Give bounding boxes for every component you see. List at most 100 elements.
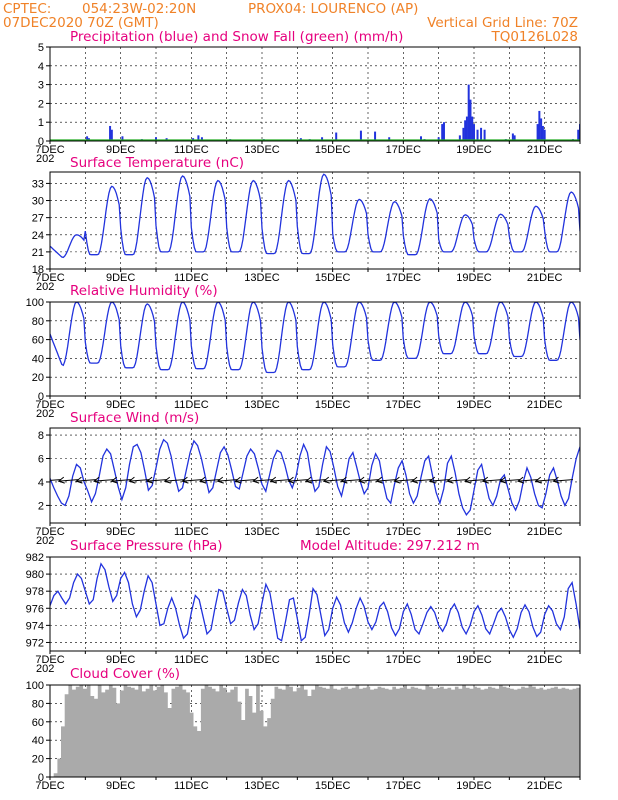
- panel-frame: [49, 171, 581, 270]
- wind-arrow-head: [322, 476, 330, 484]
- y-tick-label: 974: [26, 620, 44, 632]
- wind-arrow-head: [93, 476, 101, 484]
- panel-frame: [49, 556, 581, 652]
- precip-bar: [110, 129, 113, 141]
- wind-arrow-head: [128, 476, 136, 484]
- x-tick-label: 13DEC: [244, 780, 280, 792]
- wind-arrow-head: [252, 476, 260, 484]
- wind-arrow: [288, 479, 308, 482]
- wind-arrow-head: [340, 476, 348, 484]
- y-tick-label: 980: [26, 569, 44, 581]
- wind-arrow-head: [75, 476, 83, 484]
- y-tick-label: 5: [38, 42, 44, 54]
- header-run-date: 07DEC2020 70Z (GMT): [3, 15, 159, 31]
- y-tick-label: 4: [38, 61, 44, 73]
- wind-arrow: [482, 479, 503, 482]
- y-tick-label: 21: [32, 247, 44, 259]
- y-tick-label: 100: [26, 680, 44, 692]
- precip-bar: [536, 124, 539, 141]
- panel-title: Surface Pressure (hPa): [70, 538, 223, 554]
- x-tick-label: 17DEC: [386, 272, 422, 284]
- x-tick-label: 17DEC: [386, 654, 422, 666]
- x-tick-label: 7DEC: [35, 526, 64, 538]
- panel-title: Surface Wind (m/s): [70, 410, 199, 426]
- precip-bar: [121, 136, 124, 141]
- precip-bar: [511, 133, 514, 141]
- x-tick-label: 13DEC: [244, 526, 280, 538]
- panel-frame: [49, 427, 581, 524]
- y-tick-label: 60: [32, 335, 44, 347]
- wind-arrow-head: [269, 476, 277, 484]
- precip-bar: [513, 135, 516, 141]
- panel-4: Surface Wind (m/s) 2 4 6 8 7DEC 9DEC 11DEC 13DEC…: [35, 410, 581, 547]
- y-tick-label: 80: [32, 316, 44, 328]
- wind-arrow: [253, 479, 273, 482]
- wind-arrow-head: [234, 476, 242, 484]
- x-tick-label: 7DEC: [35, 780, 64, 792]
- x-tick-label: 7DEC: [35, 272, 64, 284]
- series-group: [50, 685, 580, 777]
- x-tick-label: 9DEC: [106, 526, 135, 538]
- y-tick-label: 0: [38, 391, 44, 403]
- wind-arrow: [200, 479, 220, 482]
- x-tick-label: 13DEC: [244, 144, 280, 156]
- wind-arrow: [50, 479, 61, 481]
- cutoff-year-fragment: 202: [36, 408, 54, 420]
- cutoff-year-fragment: 202: [36, 281, 54, 293]
- precip-bar: [467, 84, 470, 141]
- x-tick-label: 21DEC: [527, 780, 563, 792]
- precip-bar: [374, 131, 377, 141]
- wind-arrow-head: [163, 476, 171, 484]
- y-tick-label: 972: [26, 637, 44, 649]
- panel-frame: [49, 46, 581, 142]
- precip-bar: [321, 137, 324, 141]
- x-tick-label: 19DEC: [456, 144, 492, 156]
- y-tick-label: 30: [32, 196, 44, 208]
- wind-arrow-head: [411, 476, 419, 484]
- wind-arrow-head: [181, 476, 189, 484]
- precip-bar: [109, 125, 112, 141]
- x-tick-label: 19DEC: [456, 399, 492, 411]
- panel-title: Surface Temperature (nC): [70, 155, 244, 171]
- y-tick-label: 0: [38, 136, 44, 148]
- precip-bar: [462, 127, 465, 141]
- wind-speed-line: [50, 438, 580, 516]
- precip-bar: [464, 120, 467, 141]
- x-tick-label: 13DEC: [244, 654, 280, 666]
- x-tick-label: 7DEC: [35, 654, 64, 666]
- x-tick-label: 11DEC: [174, 399, 209, 411]
- x-tick-label: 11DEC: [174, 526, 209, 538]
- wind-arrow: [553, 479, 573, 482]
- panel-title: Cloud Cover (%): [70, 666, 180, 682]
- humidity-line: [50, 302, 580, 374]
- x-tick-label: 17DEC: [386, 780, 422, 792]
- precip-bar: [437, 137, 440, 141]
- panel-title: Relative Humidity (%): [70, 283, 218, 299]
- y-tick-label: 18: [32, 264, 44, 276]
- y-tick-label: 2: [38, 98, 44, 110]
- wind-arrow: [429, 479, 450, 482]
- series-group: [50, 84, 580, 141]
- precip-bar: [577, 129, 580, 141]
- x-tick-label: 15DEC: [315, 654, 351, 666]
- wind-arrow-head: [464, 476, 472, 484]
- panel-title: Precipitation (blue) and Snow Fall (gree…: [70, 29, 403, 45]
- y-tick-label: 20: [32, 754, 44, 766]
- wind-arrow: [270, 479, 291, 482]
- wind-arrow: [235, 479, 255, 482]
- wind-arrow-head: [216, 476, 224, 484]
- pressure-line: [50, 562, 580, 642]
- x-tick-label: 17DEC: [386, 144, 422, 156]
- header-grid-note: Vertical Grid Line: 70Z: [427, 15, 578, 31]
- y-tick-label: 40: [32, 735, 44, 747]
- y-tick-label: 24: [32, 230, 44, 242]
- panel-5: Surface Pressure (hPa) Model Altitude: 29…: [26, 538, 581, 675]
- wind-arrow: [465, 479, 485, 482]
- y-tick-label: 33: [32, 178, 44, 190]
- x-tick-label: 9DEC: [106, 780, 135, 792]
- wind-arrow-head: [446, 476, 454, 484]
- x-tick-label: 17DEC: [386, 526, 422, 538]
- x-tick-label: 13DEC: [244, 272, 280, 284]
- wind-arrow-head: [199, 476, 207, 484]
